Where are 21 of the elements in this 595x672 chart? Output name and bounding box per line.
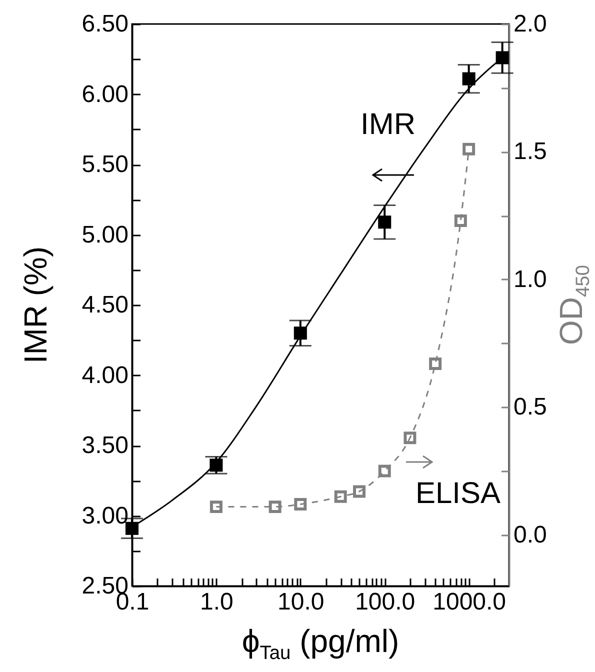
y-tick-label: 3.00 xyxy=(82,502,128,530)
x-tick-label: 1000.0 xyxy=(432,588,506,616)
x-tick-label: 10.0 xyxy=(278,588,324,616)
y2-tick-label: 1.5 xyxy=(514,138,547,166)
x-axis-title: ϕ$_{Tau}$ (pg/ml) xyxy=(242,622,400,666)
y2-tick-label: 1.0 xyxy=(514,266,547,293)
y-tick-label: 5.50 xyxy=(82,151,128,178)
y-tick-label: 4.00 xyxy=(82,362,128,389)
y-tick-label: 6.50 xyxy=(82,10,128,38)
y2-tick-label: 2.0 xyxy=(514,10,547,38)
y-tick-label: 4.50 xyxy=(82,292,128,318)
legend-label: ELISA xyxy=(415,477,501,510)
y-tick-label: 5.00 xyxy=(82,221,128,248)
y-tick-label: 3.50 xyxy=(82,432,128,459)
y2-tick-label: 0.5 xyxy=(514,394,547,421)
x-tick-label: 1.0 xyxy=(200,588,234,616)
x-tick-label: 100.0 xyxy=(355,588,416,616)
series-label: IMR xyxy=(360,108,416,141)
y-axis-title: IMR (%) xyxy=(18,246,54,364)
y-tick-label: 6.00 xyxy=(82,80,128,108)
y2-tick-label: 0.0 xyxy=(514,521,547,548)
